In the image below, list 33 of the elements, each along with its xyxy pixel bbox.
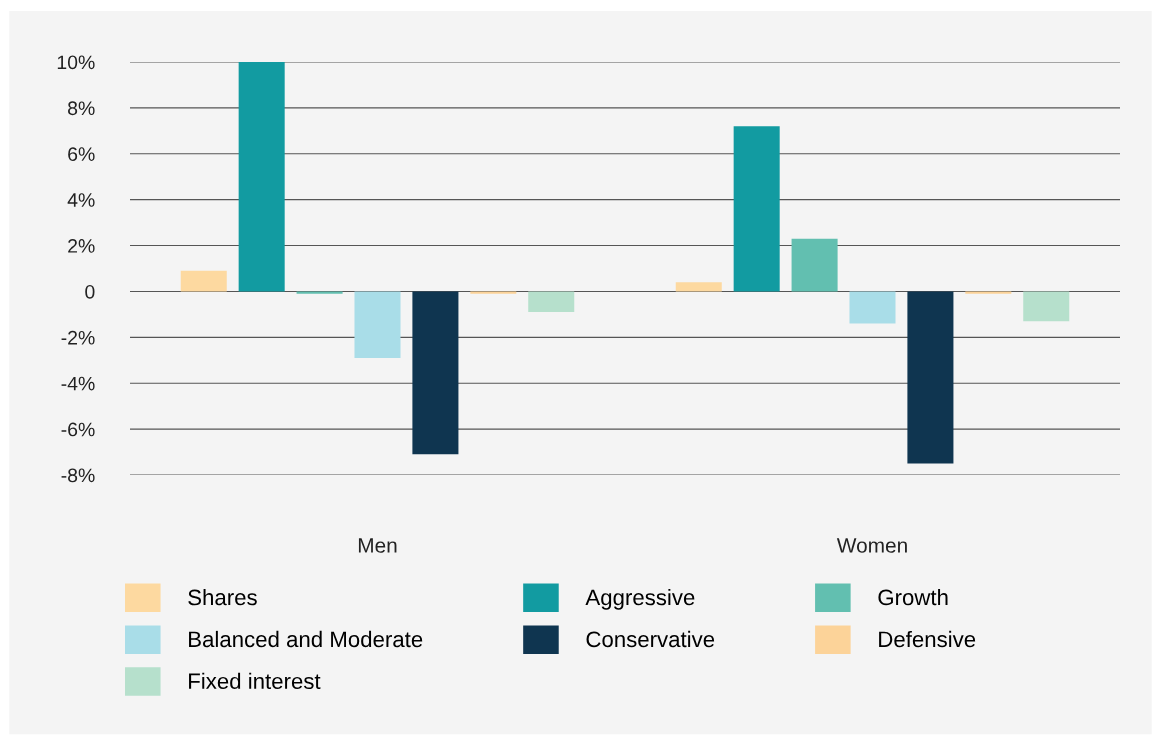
legend-label: Growth [878, 588, 948, 606]
y-tick-label: 6% [68, 147, 95, 162]
bar [470, 291, 517, 294]
x-tick-label: Men [358, 538, 397, 553]
legend-label: Defensive [879, 630, 976, 648]
legend-label: Fixed interest [189, 672, 321, 690]
bar [412, 291, 459, 455]
x-tick-label: Women [836, 538, 907, 553]
legend-label: Conservative [586, 630, 715, 648]
bar [1023, 291, 1070, 322]
bar [528, 291, 575, 313]
y-tick-label: 2% [68, 239, 95, 253]
bar [907, 291, 954, 464]
bar [296, 291, 343, 294]
legend-label: Aggressive [585, 588, 695, 610]
bar [849, 291, 896, 324]
y-tick-label: -6% [61, 422, 95, 437]
y-tick-label: 8% [68, 101, 95, 116]
bar [180, 270, 227, 292]
bar [675, 282, 722, 292]
y-tick-label: 4% [67, 193, 95, 207]
bar [238, 62, 285, 292]
y-tick-label: -4% [61, 376, 95, 391]
bar [791, 238, 838, 292]
bar [354, 291, 401, 358]
y-tick-label: 10% [57, 55, 95, 70]
y-tick-label: 0 [85, 284, 95, 299]
bar [965, 291, 1012, 294]
y-tick-label: -2% [61, 330, 95, 345]
bar [733, 126, 780, 292]
legend-label: Shares [188, 588, 257, 606]
legend-label: Balanced and Moderate [189, 630, 423, 648]
y-tick-label: -8% [61, 468, 95, 483]
